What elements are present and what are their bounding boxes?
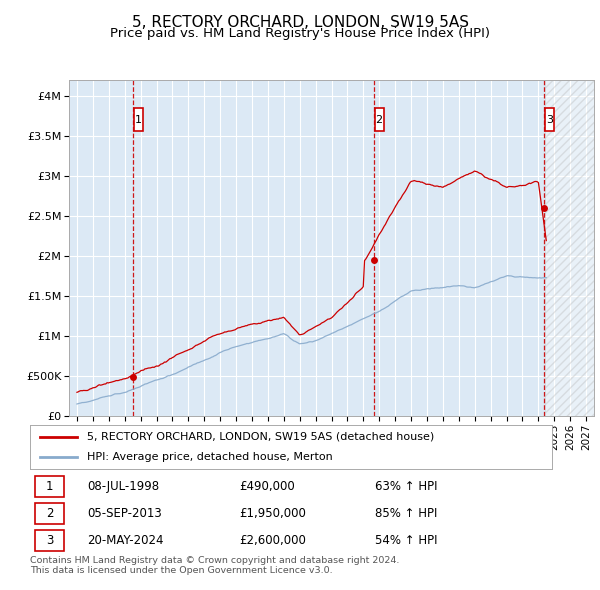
Text: 1: 1 — [46, 480, 53, 493]
Text: 2: 2 — [376, 114, 383, 124]
Text: HPI: Average price, detached house, Merton: HPI: Average price, detached house, Mert… — [88, 452, 333, 462]
FancyBboxPatch shape — [375, 109, 383, 131]
Text: £1,950,000: £1,950,000 — [239, 507, 305, 520]
Text: 08-JUL-1998: 08-JUL-1998 — [88, 480, 160, 493]
Text: 85% ↑ HPI: 85% ↑ HPI — [374, 507, 437, 520]
Text: 5, RECTORY ORCHARD, LONDON, SW19 5AS (detached house): 5, RECTORY ORCHARD, LONDON, SW19 5AS (de… — [88, 432, 434, 442]
Text: 5, RECTORY ORCHARD, LONDON, SW19 5AS: 5, RECTORY ORCHARD, LONDON, SW19 5AS — [131, 15, 469, 30]
Text: 1: 1 — [135, 114, 142, 124]
FancyBboxPatch shape — [35, 530, 64, 551]
FancyBboxPatch shape — [545, 109, 554, 131]
Text: 2: 2 — [46, 507, 53, 520]
FancyBboxPatch shape — [35, 503, 64, 524]
FancyBboxPatch shape — [35, 476, 64, 497]
Text: 20-MAY-2024: 20-MAY-2024 — [88, 534, 164, 547]
Text: £2,600,000: £2,600,000 — [239, 534, 305, 547]
Text: 3: 3 — [546, 114, 553, 124]
Text: 05-SEP-2013: 05-SEP-2013 — [88, 507, 162, 520]
Text: Contains HM Land Registry data © Crown copyright and database right 2024.: Contains HM Land Registry data © Crown c… — [30, 556, 400, 565]
Text: £490,000: £490,000 — [239, 480, 295, 493]
FancyBboxPatch shape — [134, 109, 143, 131]
Bar — [545, 80, 594, 416]
Text: 63% ↑ HPI: 63% ↑ HPI — [374, 480, 437, 493]
Text: This data is licensed under the Open Government Licence v3.0.: This data is licensed under the Open Gov… — [30, 566, 332, 575]
Text: 54% ↑ HPI: 54% ↑ HPI — [374, 534, 437, 547]
Text: 3: 3 — [46, 534, 53, 547]
Text: Price paid vs. HM Land Registry's House Price Index (HPI): Price paid vs. HM Land Registry's House … — [110, 27, 490, 40]
